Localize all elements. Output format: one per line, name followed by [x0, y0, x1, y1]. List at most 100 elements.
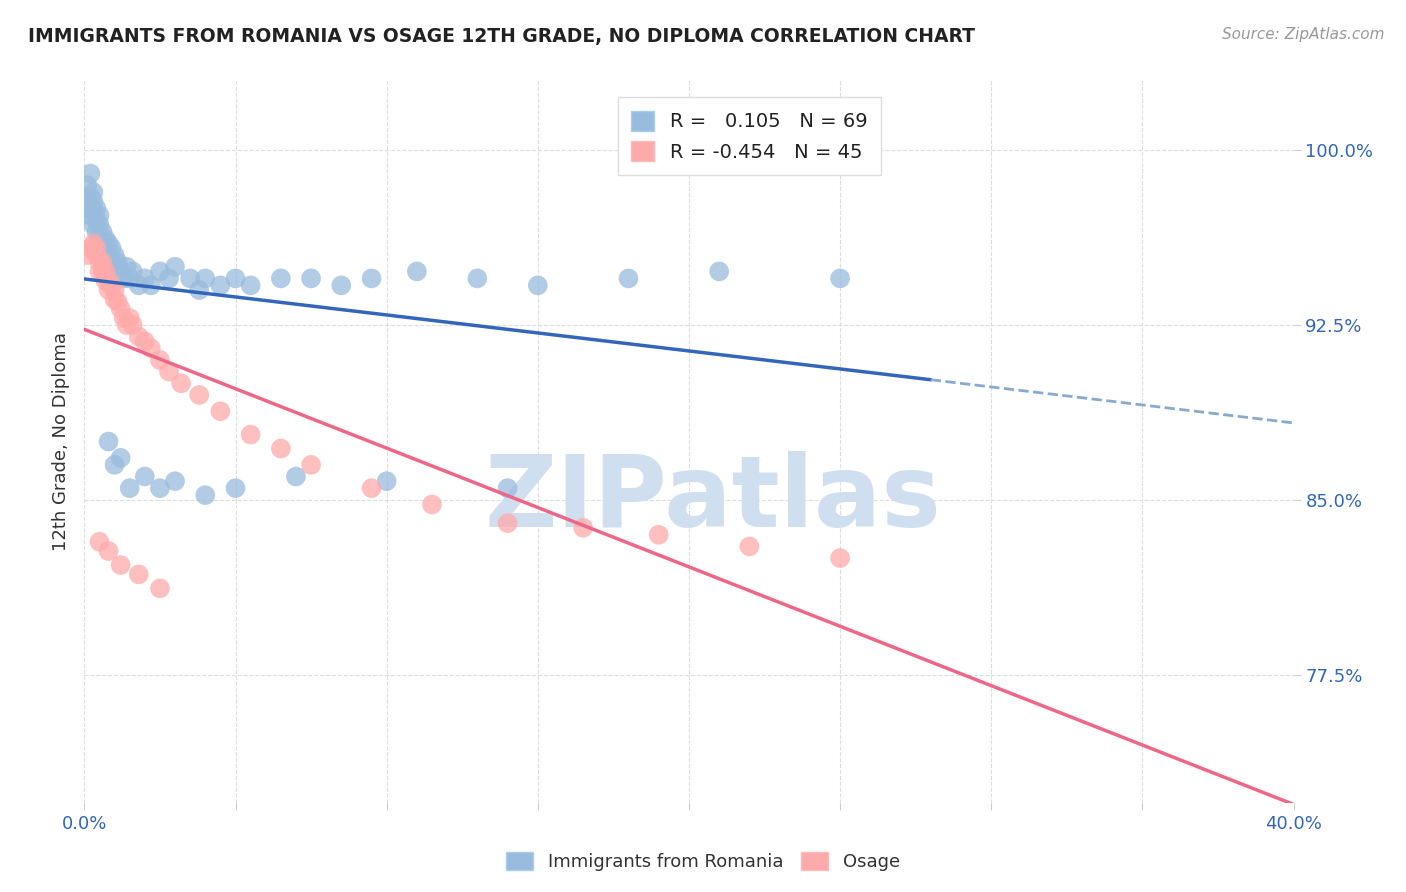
Point: [97, 434, 120, 449]
Point: [738, 540, 761, 554]
Point: [149, 264, 172, 278]
Point: [86, 236, 108, 251]
Point: [86, 213, 108, 227]
Point: [104, 458, 127, 472]
Point: [225, 271, 247, 285]
Point: [91, 264, 114, 278]
Point: [89, 255, 111, 269]
Point: [89, 209, 111, 223]
Point: [170, 376, 193, 391]
Point: [82, 194, 104, 209]
Point: [188, 283, 211, 297]
Point: [225, 481, 247, 495]
Point: [128, 567, 150, 582]
Point: [406, 264, 429, 278]
Point: [299, 271, 322, 285]
Point: [82, 218, 104, 232]
Point: [157, 365, 180, 379]
Text: ZIPatlas: ZIPatlas: [485, 450, 942, 548]
Point: [94, 241, 117, 255]
Point: [94, 232, 117, 246]
Point: [100, 241, 122, 255]
Point: [91, 248, 114, 262]
Point: [709, 264, 731, 278]
Point: [79, 209, 101, 223]
Point: [239, 427, 262, 442]
Point: [194, 488, 217, 502]
Point: [110, 264, 132, 278]
Point: [270, 271, 292, 285]
Point: [86, 248, 108, 262]
Point: [86, 202, 108, 216]
Point: [157, 271, 180, 285]
Point: [82, 203, 104, 218]
Point: [89, 241, 111, 255]
Point: [179, 271, 201, 285]
Point: [830, 271, 852, 285]
Point: [104, 248, 127, 262]
Point: [110, 558, 132, 572]
Point: [149, 481, 172, 495]
Text: IMMIGRANTS FROM ROMANIA VS OSAGE 12TH GRADE, NO DIPLOMA CORRELATION CHART: IMMIGRANTS FROM ROMANIA VS OSAGE 12TH GR…: [28, 27, 976, 45]
Point: [134, 469, 156, 483]
Point: [89, 232, 111, 246]
Point: [194, 271, 217, 285]
Y-axis label: 12th Grade, No Diploma: 12th Grade, No Diploma: [52, 332, 70, 551]
Point: [107, 294, 129, 309]
Point: [134, 271, 156, 285]
Point: [467, 271, 489, 285]
Point: [149, 582, 172, 596]
Point: [128, 278, 150, 293]
Point: [104, 260, 127, 274]
Legend: Immigrants from Romania, Osage: Immigrants from Romania, Osage: [499, 845, 907, 879]
Point: [420, 498, 443, 512]
Point: [76, 248, 98, 262]
Point: [89, 264, 111, 278]
Point: [209, 404, 232, 418]
Point: [104, 293, 127, 307]
Point: [107, 255, 129, 269]
Point: [360, 271, 382, 285]
Point: [94, 274, 117, 288]
Point: [91, 236, 114, 251]
Point: [94, 264, 117, 278]
Point: [100, 278, 122, 293]
Point: [128, 329, 150, 343]
Point: [527, 278, 550, 293]
Point: [139, 341, 162, 355]
Point: [139, 278, 162, 293]
Point: [115, 318, 138, 332]
Point: [165, 474, 187, 488]
Point: [79, 167, 101, 181]
Point: [89, 218, 111, 232]
Point: [496, 481, 519, 495]
Point: [360, 481, 382, 495]
Point: [299, 458, 322, 472]
Point: [76, 202, 98, 216]
Point: [270, 442, 292, 456]
Text: Source: ZipAtlas.com: Source: ZipAtlas.com: [1222, 27, 1385, 42]
Point: [100, 255, 122, 269]
Point: [94, 255, 117, 269]
Point: [91, 225, 114, 239]
Point: [110, 450, 132, 465]
Point: [134, 334, 156, 349]
Point: [496, 516, 519, 530]
Point: [89, 534, 111, 549]
Point: [76, 178, 98, 193]
Point: [375, 474, 398, 488]
Point: [830, 551, 852, 566]
Point: [91, 255, 114, 269]
Point: [97, 248, 120, 262]
Point: [97, 274, 120, 288]
Point: [82, 236, 104, 251]
Point: [79, 241, 101, 255]
Legend: R =   0.105   N = 69, R = -0.454   N = 45: R = 0.105 N = 69, R = -0.454 N = 45: [617, 97, 882, 175]
Point: [118, 481, 141, 495]
Point: [97, 544, 120, 558]
Point: [118, 311, 141, 326]
Point: [617, 271, 640, 285]
Point: [118, 271, 141, 285]
Point: [97, 236, 120, 251]
Point: [239, 278, 262, 293]
